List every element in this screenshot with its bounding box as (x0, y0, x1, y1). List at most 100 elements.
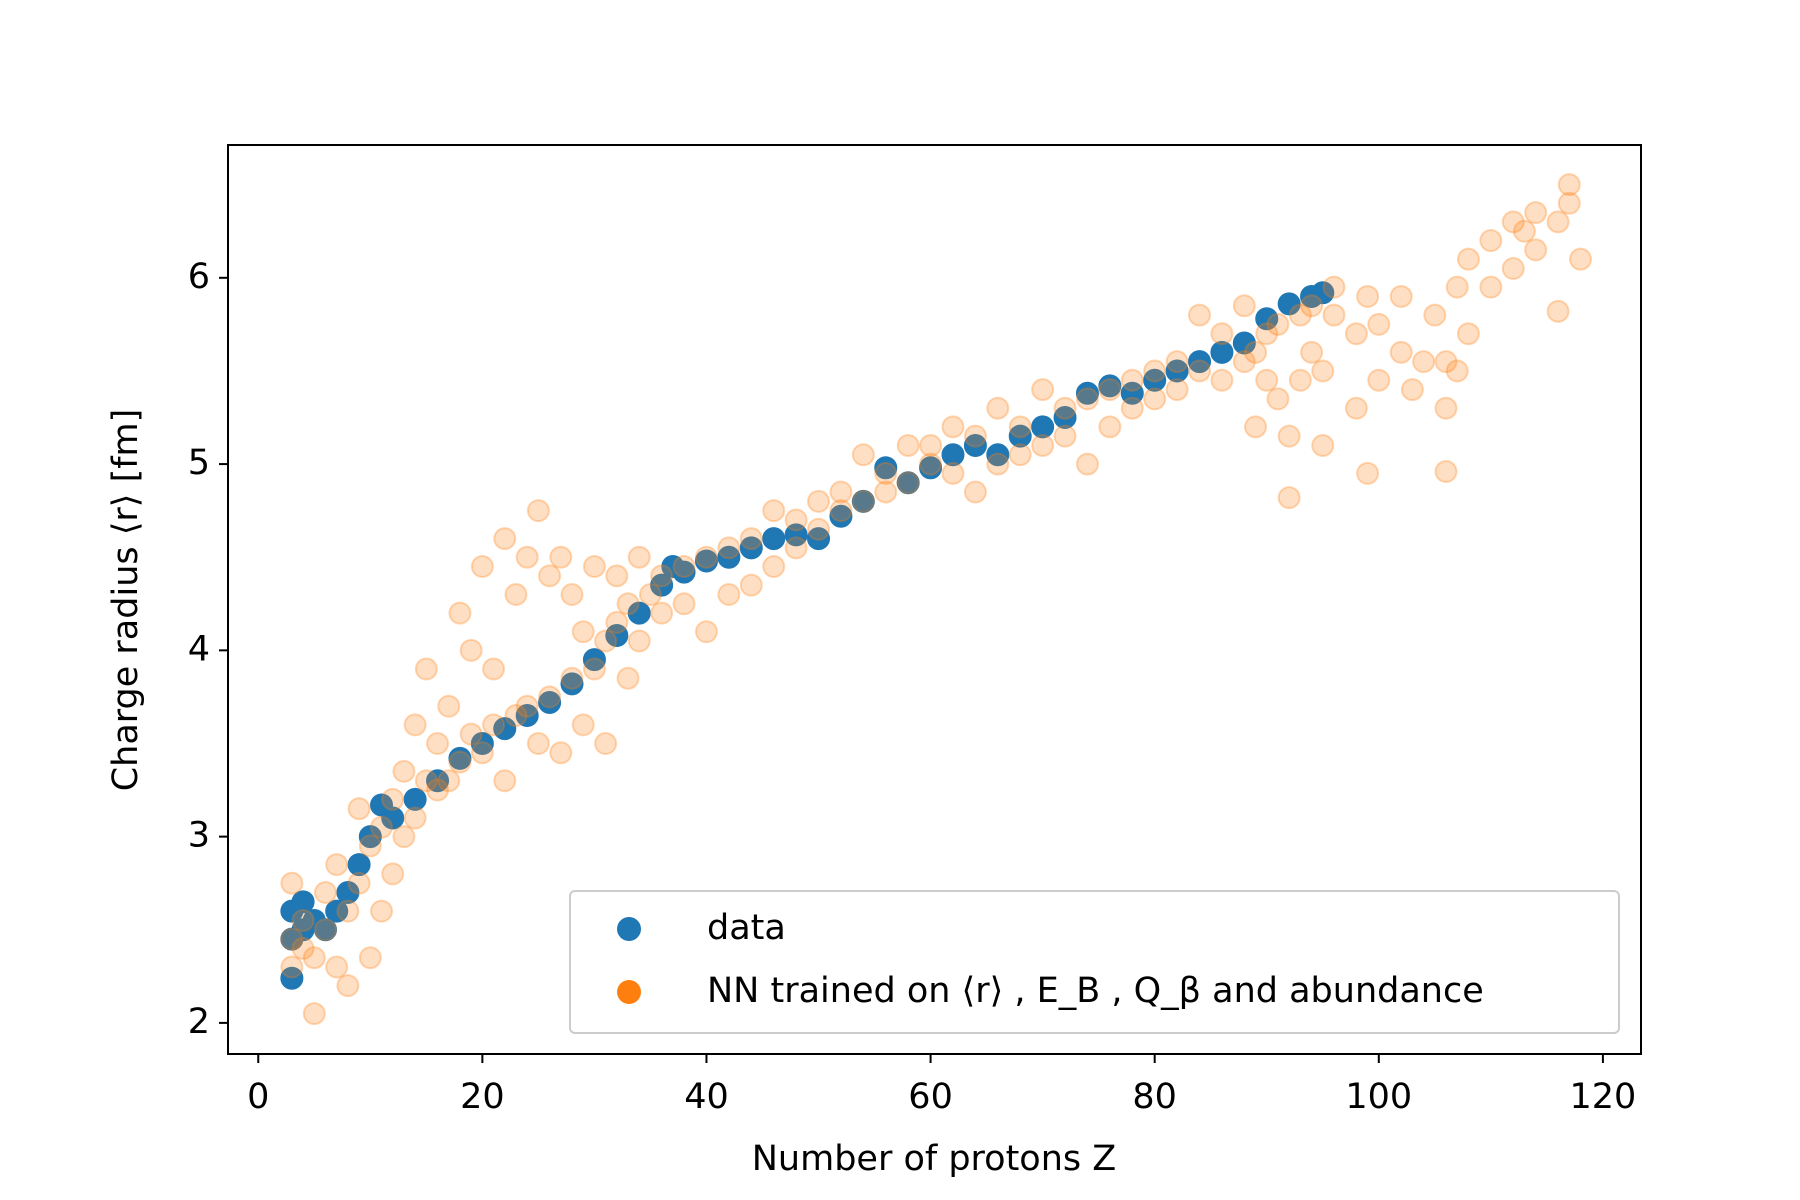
point (594, 731, 618, 755)
point (1389, 340, 1413, 364)
point (493, 527, 517, 551)
point (1557, 173, 1581, 197)
point (1210, 368, 1234, 392)
point (1053, 406, 1077, 430)
point (896, 433, 920, 457)
point (381, 787, 405, 811)
point (1031, 433, 1055, 457)
point (807, 517, 831, 541)
point (896, 471, 920, 495)
point (538, 691, 562, 715)
point (1367, 368, 1391, 392)
point (1232, 294, 1256, 318)
point (1031, 415, 1055, 439)
point (1356, 461, 1380, 485)
point (717, 545, 741, 569)
point (1120, 368, 1144, 392)
point (549, 545, 573, 569)
x-tick-label: 60 (908, 1077, 953, 1117)
point (1277, 486, 1301, 510)
point (482, 713, 506, 737)
point (919, 452, 943, 476)
point (515, 704, 539, 728)
x-axis-label: Number of protons Z (752, 1139, 1117, 1179)
point (1512, 219, 1536, 243)
point (941, 443, 965, 467)
point (739, 527, 763, 551)
point (1311, 433, 1335, 457)
point (874, 480, 898, 504)
point (1008, 443, 1032, 467)
point (448, 750, 472, 774)
point (1300, 294, 1324, 318)
point (526, 499, 550, 523)
point (829, 504, 853, 528)
point (482, 657, 506, 681)
point (291, 908, 315, 932)
point (627, 601, 651, 625)
point (1075, 387, 1099, 411)
point (717, 536, 741, 560)
point (1165, 378, 1189, 402)
point (336, 881, 360, 905)
point (358, 946, 382, 970)
point (1389, 284, 1413, 308)
point (851, 443, 875, 467)
point (280, 955, 304, 979)
point (694, 545, 718, 569)
y-tick-label: 3 (188, 816, 210, 856)
point (1266, 312, 1290, 336)
point (1053, 396, 1077, 420)
point (538, 685, 562, 709)
point (874, 456, 898, 480)
point (1557, 191, 1581, 215)
point (538, 564, 562, 588)
point (1288, 368, 1312, 392)
point (1501, 210, 1525, 234)
legend-label: NN trained on ⟨r⟩ , E_B , Q_β and abunda… (707, 971, 1484, 1011)
point (1232, 350, 1256, 374)
point (493, 769, 517, 793)
point (896, 471, 920, 495)
point (807, 489, 831, 513)
point (1568, 247, 1592, 271)
point (762, 555, 786, 579)
point (336, 974, 360, 998)
point (963, 480, 987, 504)
x-tick-label: 120 (1569, 1077, 1636, 1117)
point (1322, 303, 1346, 327)
point (426, 778, 450, 802)
x-tick-label: 80 (1132, 1077, 1177, 1117)
point (650, 601, 674, 625)
point (403, 806, 427, 830)
point (426, 731, 450, 755)
point (672, 560, 696, 584)
point (414, 657, 438, 681)
point (784, 536, 808, 560)
point (829, 499, 853, 523)
legend-marker (617, 980, 641, 1004)
x-tick-label: 40 (684, 1077, 729, 1117)
point (280, 966, 304, 990)
y-axis-label: Charge radius ⟨r⟩ [fm] (106, 409, 146, 792)
point (1311, 281, 1335, 305)
point (414, 769, 438, 793)
point (1524, 238, 1548, 262)
point (1344, 396, 1368, 420)
point (347, 871, 371, 895)
point (515, 694, 539, 718)
point (504, 582, 528, 606)
point (1188, 350, 1212, 374)
point (605, 610, 629, 634)
point (739, 536, 763, 560)
point (1143, 359, 1167, 383)
point (437, 769, 461, 793)
point (1098, 415, 1122, 439)
point (1322, 275, 1346, 299)
point (1344, 322, 1368, 346)
point (571, 713, 595, 737)
point (291, 936, 315, 960)
point (1210, 340, 1234, 364)
point (381, 862, 405, 886)
point (694, 620, 718, 644)
